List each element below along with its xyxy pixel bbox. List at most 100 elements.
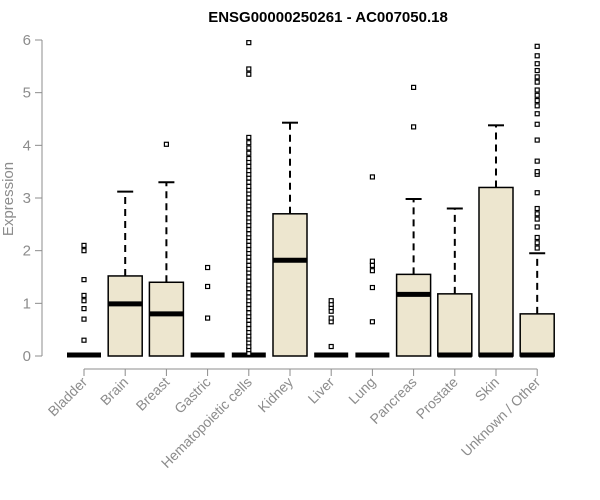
outlier-point xyxy=(246,242,252,248)
outlier-point xyxy=(81,316,87,322)
outlier-point xyxy=(534,87,540,93)
outlier-point xyxy=(534,79,540,85)
outlier-point xyxy=(246,278,252,284)
x-tick-label: Kidney xyxy=(255,374,297,416)
outlier-point xyxy=(246,163,252,169)
box-group xyxy=(395,84,432,357)
outlier-point xyxy=(328,298,334,304)
chart-title: ENSG00000250261 - AC007050.18 xyxy=(208,9,448,26)
box-group xyxy=(190,264,225,358)
outlier-point xyxy=(246,183,252,190)
outlier-point xyxy=(246,195,252,201)
outlier-point xyxy=(246,150,252,156)
x-tick-label: Lung xyxy=(345,374,378,407)
outlier-point xyxy=(246,179,252,185)
boxes xyxy=(67,40,555,358)
outlier-point xyxy=(246,40,252,46)
outlier-point xyxy=(246,247,252,253)
outlier-point xyxy=(246,274,252,280)
outlier-point xyxy=(369,174,375,180)
box-iqr xyxy=(437,293,473,357)
outlier-point xyxy=(246,310,252,316)
outlier-point xyxy=(246,262,252,269)
outlier-point xyxy=(81,298,87,304)
outlier-point xyxy=(205,283,211,290)
outlier-point xyxy=(411,84,417,91)
outlier-point xyxy=(534,234,540,241)
outlier-point xyxy=(534,216,540,222)
y-tick-label: 1 xyxy=(23,295,31,312)
box-group xyxy=(231,40,266,358)
x-tick-label: Brain xyxy=(97,374,131,408)
outlier-point xyxy=(534,211,540,217)
box-group xyxy=(314,298,349,358)
outlier-point xyxy=(328,315,334,321)
outlier-point xyxy=(81,277,87,283)
y-tick-label: 2 xyxy=(23,243,31,260)
outlier-point xyxy=(534,43,540,49)
outlier-point xyxy=(534,224,540,230)
outlier-point xyxy=(534,190,540,196)
outlier-point xyxy=(205,264,211,271)
box-group xyxy=(355,174,390,358)
box-iqr xyxy=(272,213,308,357)
outlier-point xyxy=(246,290,252,296)
outlier-point xyxy=(246,199,252,205)
outlier-point xyxy=(534,67,540,74)
box-iqr xyxy=(519,313,555,357)
outlier-point xyxy=(81,292,87,299)
box-group xyxy=(148,141,185,357)
outlier-point xyxy=(534,111,540,117)
outlier-point xyxy=(246,326,252,332)
outlier-point xyxy=(534,61,540,67)
outlier-point xyxy=(534,53,540,59)
outlier-point xyxy=(81,242,87,248)
outlier-point xyxy=(534,169,540,175)
outlier-point xyxy=(534,137,540,143)
y-tick-label: 4 xyxy=(23,137,31,154)
outlier-point xyxy=(246,140,252,146)
x-tick-label: Bladder xyxy=(45,374,91,420)
x-tick-label: Skin xyxy=(472,374,503,405)
outlier-point xyxy=(534,121,540,127)
x-tick-label: Liver xyxy=(305,374,338,407)
box-group xyxy=(478,124,514,358)
outlier-point xyxy=(534,245,540,251)
outlier-point xyxy=(534,240,540,246)
outlier-point xyxy=(163,141,169,147)
outlier-point xyxy=(369,284,375,291)
outlier-point xyxy=(534,205,540,212)
outlier-point xyxy=(534,92,540,98)
outlier-point xyxy=(81,248,87,254)
outlier-point xyxy=(246,215,252,221)
outlier-point xyxy=(369,258,375,264)
outlier-point xyxy=(369,319,375,325)
x-tick-label: Prostate xyxy=(413,374,461,422)
box-iqr xyxy=(148,281,185,357)
outlier-point xyxy=(246,321,252,327)
outlier-point xyxy=(246,294,252,300)
y-axis-label: Expression xyxy=(0,162,17,236)
outlier-point xyxy=(246,211,252,217)
outlier-point xyxy=(246,227,252,233)
outlier-point xyxy=(205,315,211,321)
y-tick-label: 6 xyxy=(23,32,31,49)
box-group xyxy=(107,190,143,357)
outlier-point xyxy=(369,268,375,274)
outlier-point xyxy=(369,262,375,269)
outlier-point xyxy=(246,168,252,174)
x-tick-label: Breast xyxy=(133,374,173,414)
outlier-point xyxy=(534,103,540,109)
outlier-point xyxy=(534,158,540,164)
outlier-point xyxy=(328,343,334,350)
y-axis: 0 1 2 3 4 5 6 xyxy=(23,32,43,365)
outlier-point xyxy=(246,66,252,72)
outlier-point xyxy=(246,306,252,312)
box-iqr xyxy=(478,186,514,357)
box-group xyxy=(272,121,308,357)
outlier-point xyxy=(81,306,87,312)
y-tick-label: 0 xyxy=(23,348,31,365)
outlier-point xyxy=(246,231,252,237)
box-iqr xyxy=(107,275,143,357)
